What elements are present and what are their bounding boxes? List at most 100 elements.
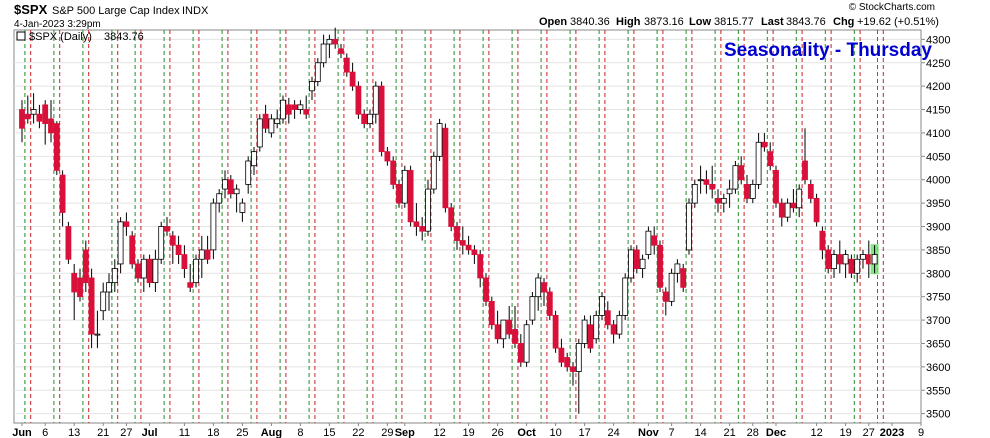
x-tick-label: 18 [207,427,219,438]
candle [401,165,408,208]
x-tick-label: 17 [578,427,590,438]
candle [413,203,420,236]
candle-body-down [633,249,640,270]
candle-body-up [94,333,101,336]
candle [187,263,194,292]
candle-body-up [581,319,588,344]
x-tick-label: 27 [120,427,132,438]
candle [94,310,101,349]
candle-body-up [616,314,623,335]
y-tick-label: 3750 [926,292,950,304]
candle-body-up [674,263,681,274]
candle [222,170,228,199]
candle [216,189,223,213]
candle [140,254,147,292]
candle [755,132,762,190]
y-tick-label: 3600 [926,362,950,374]
index-name: S&P 500 Large Cap Index [52,5,180,17]
candle-body-up [796,188,803,209]
candle-body-up [732,165,739,190]
candle [193,254,199,288]
candle [88,268,95,349]
candle [158,221,165,264]
candle-body-down [767,151,774,167]
candle [796,184,803,218]
candle-body-up [210,202,217,251]
candle-body-up [158,226,165,260]
candle [239,198,246,222]
candle-body-down [819,230,826,251]
ohlc-readout: Open 3840.36 High 3873.16 Low 3815.77 La… [539,16,939,28]
y-tick-label: 3950 [926,198,950,210]
x-tick-label: 26 [491,427,503,438]
candle-body-down [146,258,153,284]
candle [152,249,159,292]
candle [761,132,768,152]
candle [454,221,460,250]
candle-body-down [19,109,25,129]
chg-value: +19.62 (+0.51%) [857,16,939,28]
candle [419,217,426,241]
x-tick-label: 12 [433,427,445,438]
candle-body-down [42,104,49,124]
candle-body-up [314,62,321,82]
candle-body-up [245,160,252,185]
candle [71,263,78,321]
candles [19,27,879,414]
y-tick-label: 3650 [926,338,950,350]
candle [448,203,455,232]
timestamp: 4-Jan-2023 3:29pm [14,19,101,30]
candle [280,95,286,124]
x-tick-label: 11 [179,427,190,438]
candle-body-down [285,104,292,115]
candle-body-up [535,277,542,298]
x-tick-label: 24 [607,427,619,438]
x-tick-label: 29 [381,427,393,438]
candle-body-down [587,324,594,349]
candle [870,244,879,275]
candle [343,53,350,77]
candle-body-down [378,85,385,153]
candle [807,179,814,204]
candle [778,198,785,227]
candle-body-down [123,221,130,227]
candle-body-down [396,183,402,204]
candle [372,81,379,124]
high-value: 3873.16 [644,16,684,28]
x-tick-label: 19 [462,427,474,438]
candle-body-down [169,235,176,246]
candle-body-up [222,179,228,190]
candle-body-down [564,357,571,368]
candle-body-up [274,118,281,124]
candle [36,104,43,129]
candle-body-up [430,155,437,190]
candle-body-up [401,169,408,204]
candle-body-up [297,104,304,110]
candle [146,254,153,288]
candle-body-down [187,282,194,288]
candle-body-down [836,254,843,265]
x-tick-label: 7 [669,427,675,438]
candle [53,121,60,176]
low-label: Low [689,16,711,28]
candle [564,352,571,372]
candle [854,254,861,283]
candle [773,165,779,208]
candle-body-down [338,48,344,54]
candle [59,170,66,227]
candle-body-down [517,343,524,363]
candle [349,62,356,91]
candle-body-down [53,123,60,171]
grid [14,38,921,415]
candle [633,245,640,274]
candle [483,273,489,307]
candle [593,310,600,344]
open-value: 3840.36 [570,16,610,28]
candle [639,254,646,278]
candle [668,268,675,307]
candle [500,319,507,349]
candle [425,179,431,236]
candle-body-down [662,291,669,302]
candle-body-down [262,113,269,129]
candle-body-down [175,244,182,255]
